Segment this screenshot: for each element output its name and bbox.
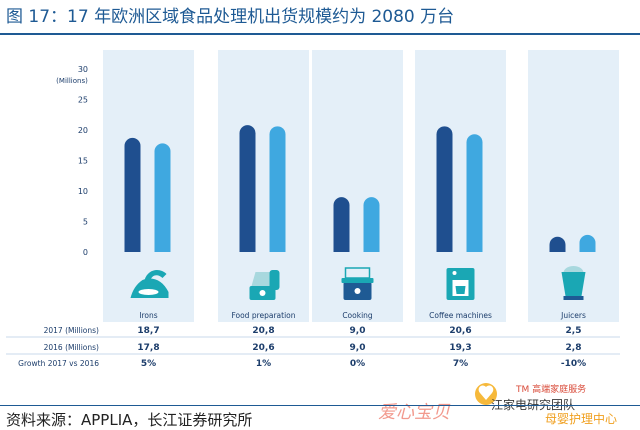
- bar-2017: [124, 137, 141, 252]
- bar-2017: [333, 197, 350, 252]
- y-tick-label: 10: [78, 187, 88, 196]
- table-cell: 7%: [453, 359, 468, 369]
- table-row-label: 2017 (Millions): [44, 326, 99, 335]
- bar-2017: [436, 126, 453, 252]
- bar-2016: [466, 134, 483, 252]
- pot-knob: [354, 288, 361, 294]
- y-tick-label: 25: [78, 96, 88, 105]
- bar-2017: [549, 236, 566, 252]
- chart: (Millions) 0 5 10 15 20 25 30 Irons Food preparat…: [6, 50, 620, 369]
- table-cell: 0%: [350, 359, 365, 369]
- table-cell: 18,7: [137, 326, 159, 336]
- y-tick-label: 0: [83, 248, 88, 257]
- category-panel: [312, 50, 403, 322]
- bar-2016: [154, 143, 171, 252]
- y-tick-label: 15: [78, 157, 88, 166]
- category-label: Irons: [139, 311, 157, 320]
- category-label: Coffee machines: [429, 311, 492, 320]
- pot-basket: [344, 267, 371, 279]
- table-cell: -10%: [561, 359, 586, 369]
- watermark-logo: [475, 383, 497, 405]
- table-cell: 5%: [141, 359, 156, 369]
- watermark-text: 爱心宝贝: [378, 402, 450, 423]
- juicer-body: [561, 272, 586, 296]
- coffee-button: [452, 271, 457, 275]
- source-rule: [0, 405, 640, 406]
- category-label: Juicers: [560, 311, 586, 320]
- iron-plate: [138, 289, 159, 295]
- juicer-base: [563, 296, 584, 300]
- bar-2016: [269, 126, 286, 252]
- mixer-arm: [269, 270, 280, 290]
- y-axis-label: (Millions): [56, 77, 88, 85]
- bar-2016: [363, 197, 380, 252]
- pot-rim: [341, 278, 374, 283]
- table-cell: 20,6: [252, 343, 274, 353]
- table-cell: 20,8: [252, 326, 274, 336]
- mixer-knob: [259, 290, 266, 296]
- source-note: 资料来源：APPLIA，长江证券研究所: [6, 411, 253, 429]
- table-cell: 19,3: [449, 343, 471, 353]
- cooking-pot-icon: [341, 267, 374, 300]
- bar-2016: [579, 234, 596, 252]
- y-tick-label: 30: [78, 65, 88, 74]
- table-row-label: Growth 2017 vs 2016: [18, 359, 99, 368]
- mixer-bowl: [251, 272, 274, 286]
- table-cell: 2,5: [566, 326, 582, 336]
- category-label: Food preparation: [231, 311, 295, 320]
- figure-title: 图 17：17 年欧洲区域食品处理机出货规模约为 2080 万台: [6, 7, 455, 27]
- table-cell: 20,6: [449, 326, 471, 336]
- table-cell: 17,8: [137, 343, 159, 353]
- iron-icon: [130, 270, 169, 298]
- y-tick-label: 5: [83, 218, 88, 227]
- category-label: Cooking: [342, 311, 373, 320]
- watermark-tm: TM 高端家庭服务: [516, 385, 587, 395]
- table-cell: 9,0: [350, 343, 366, 353]
- table-row-label: 2016 (Millions): [44, 343, 99, 352]
- bar-2017: [239, 125, 256, 252]
- coffee-machine-icon: [446, 268, 475, 300]
- table-cell: 9,0: [350, 326, 366, 336]
- coffee-cup: [455, 286, 466, 294]
- juicer-top: [563, 266, 584, 272]
- food-processor-icon: [249, 270, 280, 300]
- table-cell: 1%: [256, 359, 271, 369]
- table-cell: 2,8: [566, 343, 582, 353]
- y-tick-label: 20: [78, 126, 88, 135]
- juicer-icon: [561, 266, 586, 300]
- title-underline: [0, 33, 640, 35]
- iron-handle: [144, 270, 167, 280]
- watermark-sub: 母婴护理中心: [545, 412, 618, 426]
